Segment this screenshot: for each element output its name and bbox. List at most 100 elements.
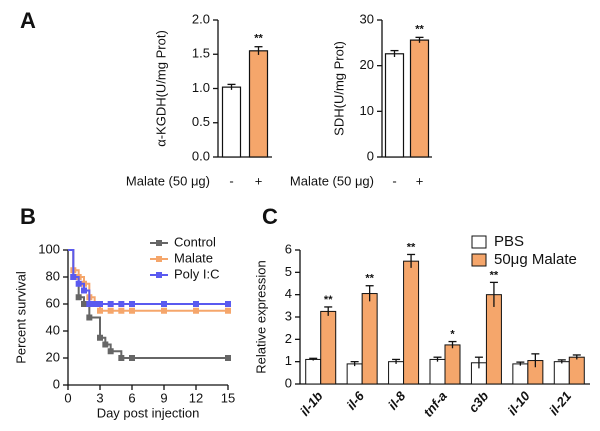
legend-swatch <box>471 253 487 267</box>
y-tick-label: 6 <box>285 241 292 256</box>
panel-label: C <box>262 204 278 229</box>
x-tick-label: - <box>229 173 233 188</box>
y-tick-label: 60 <box>46 295 60 310</box>
x-tick-label: il-21 <box>546 388 574 418</box>
bar <box>409 39 430 158</box>
x-tick-label: 3 <box>96 390 103 405</box>
legend-marker <box>156 240 162 246</box>
legend-label: PBS <box>494 233 524 250</box>
x-tick-label: il-1b <box>297 388 326 418</box>
legend-label: 50μg Malate <box>494 251 577 268</box>
significance: ** <box>415 23 424 35</box>
x-tick-label: + <box>255 173 263 188</box>
point <box>102 341 109 348</box>
legend-label: Poly I:C <box>174 266 220 281</box>
x-tick-label: il-8 <box>385 388 409 413</box>
point <box>129 355 135 361</box>
point <box>193 307 199 314</box>
point <box>97 334 103 341</box>
bar <box>305 358 322 385</box>
x-axis-label: Day post injection <box>97 405 200 420</box>
x-tick-label: 6 <box>128 390 135 405</box>
x-tick-label: 9 <box>160 390 167 405</box>
bar <box>384 53 405 158</box>
bar <box>346 363 363 385</box>
y-tick-label: 10 <box>360 103 374 118</box>
y-axis-label: Percent survival <box>13 271 28 364</box>
point <box>75 280 82 287</box>
x-tick-label: il-6 <box>344 388 368 413</box>
significance: ** <box>490 269 499 281</box>
x-axis-label: Malate (50 μg) <box>290 173 374 188</box>
point <box>107 348 114 355</box>
legend-label: Control <box>174 234 216 249</box>
significance: ** <box>407 241 416 253</box>
point <box>75 294 82 301</box>
point <box>86 301 93 307</box>
significance: * <box>450 328 455 340</box>
y-tick-label: 2 <box>285 331 292 346</box>
legend-marker <box>156 256 162 262</box>
x-tick-label: + <box>416 173 424 188</box>
point <box>91 301 98 307</box>
point <box>193 301 199 307</box>
point <box>118 355 125 361</box>
y-tick-label: 0 <box>367 148 374 163</box>
x-tick-label: - <box>392 173 396 188</box>
point <box>225 301 231 307</box>
y-tick-label: 20 <box>360 57 374 72</box>
point <box>129 307 135 314</box>
point <box>86 314 93 321</box>
point <box>118 301 125 307</box>
point <box>225 355 231 361</box>
bar <box>485 294 502 385</box>
y-tick-label: 0 <box>285 375 292 390</box>
y-axis-label: SDH(U/mg Prot) <box>331 41 346 136</box>
bar <box>403 260 420 385</box>
x-tick-label: tnf-a <box>420 388 450 419</box>
point <box>161 307 167 314</box>
point <box>225 307 231 314</box>
bar <box>248 50 269 158</box>
point <box>107 301 114 307</box>
point <box>97 307 103 314</box>
bar <box>320 310 337 385</box>
bar <box>553 361 570 385</box>
point <box>81 287 87 294</box>
point <box>118 307 125 314</box>
x-axis-label: Malate (50 μg) <box>126 173 210 188</box>
point <box>70 274 77 280</box>
y-tick-label: 30 <box>360 11 374 26</box>
point <box>129 301 135 307</box>
x-tick-label: c3b <box>465 388 491 415</box>
panel-label: A <box>20 8 36 33</box>
bar <box>429 358 446 385</box>
y-tick-label: 3 <box>285 308 292 323</box>
y-tick-label: 0.5 <box>192 114 210 129</box>
y-tick-label: 20 <box>46 349 60 364</box>
x-tick-label: 12 <box>189 390 203 405</box>
y-tick-label: 4 <box>285 286 292 301</box>
y-tick-label: 1.0 <box>192 80 210 95</box>
bar <box>512 363 529 385</box>
y-axis-label: α-KGDH(U/mg Prot) <box>153 30 168 147</box>
y-tick-label: 5 <box>285 264 292 279</box>
y-tick-label: 1 <box>285 353 292 368</box>
significance: ** <box>254 33 263 45</box>
significance: ** <box>324 294 333 306</box>
point <box>161 301 167 307</box>
y-tick-label: 1.5 <box>192 46 210 61</box>
panel-label: B <box>20 204 36 229</box>
y-axis-label: Relative expression <box>253 260 268 373</box>
bar <box>221 86 242 158</box>
y-tick-label: 80 <box>46 268 60 283</box>
y-tick-label: 40 <box>46 322 60 337</box>
y-tick-label: 0.0 <box>192 148 210 163</box>
legend-marker <box>156 272 162 278</box>
x-tick-label: il-10 <box>505 388 534 418</box>
y-tick-label: 2.0 <box>192 11 210 26</box>
legend-swatch <box>471 235 487 249</box>
point <box>107 307 114 314</box>
bar <box>361 293 378 385</box>
